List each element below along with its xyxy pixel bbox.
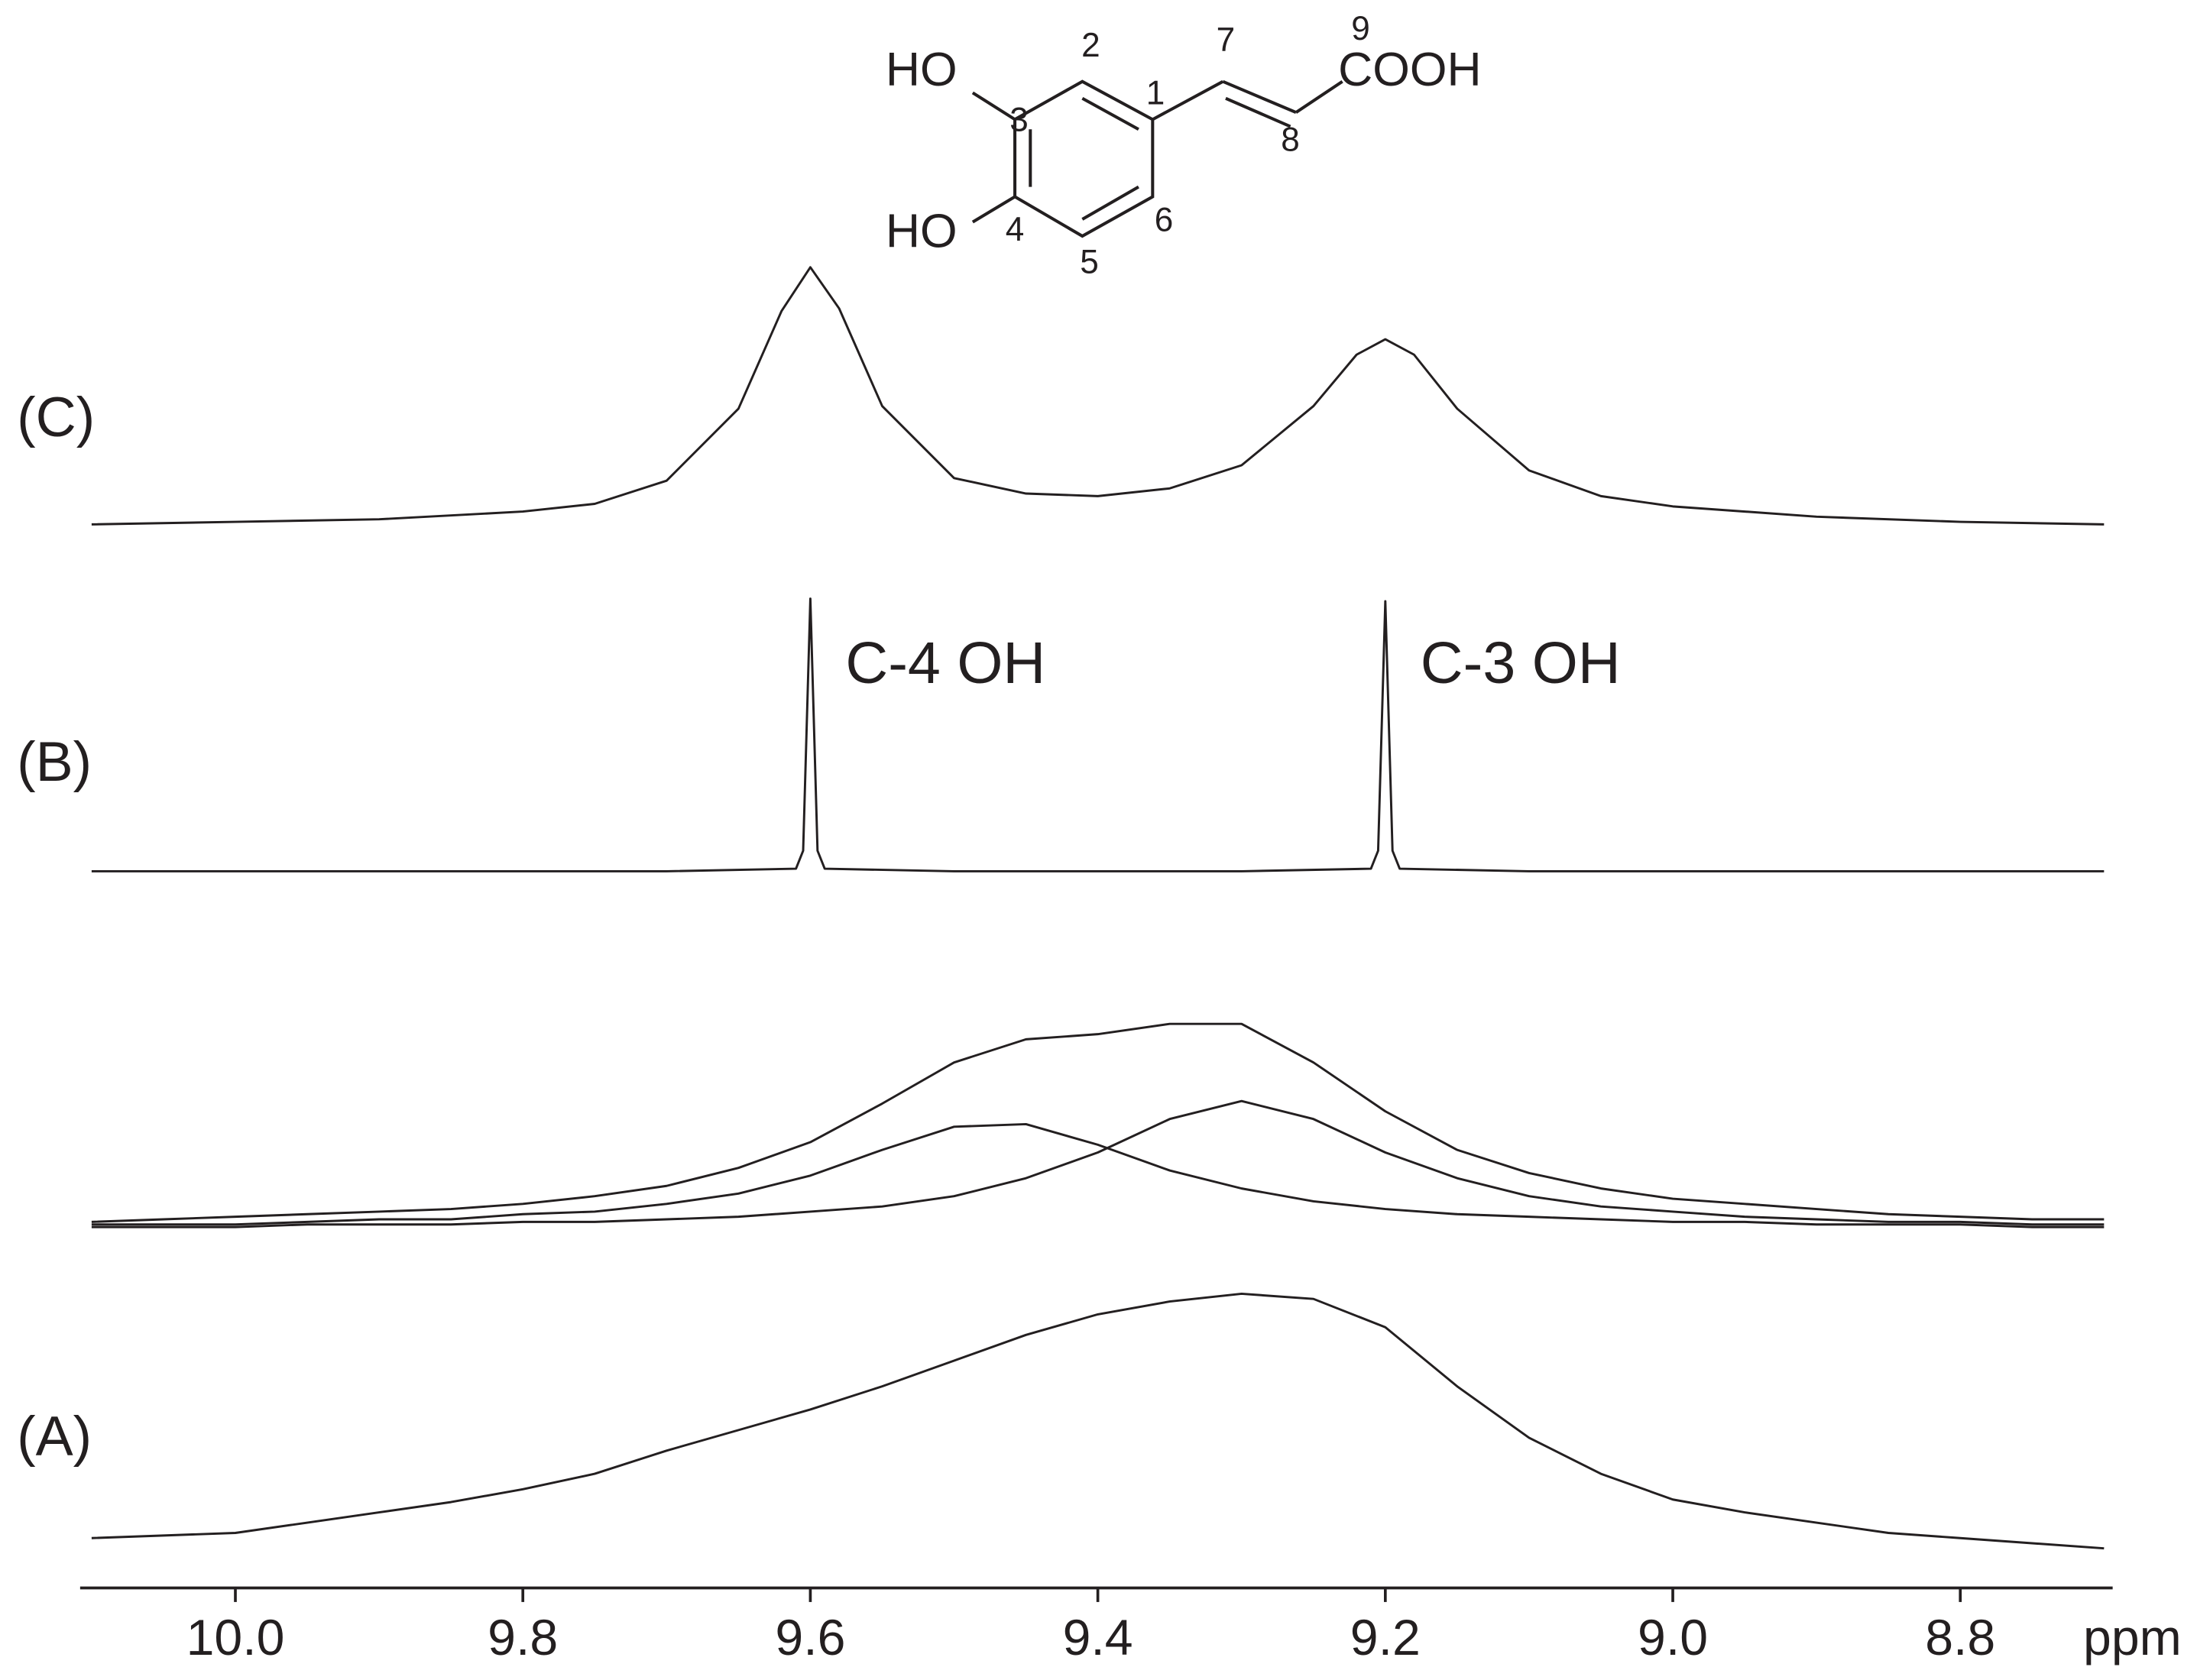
structure-label: 1 [1146,75,1165,112]
structure-label: 2 [1081,27,1100,64]
panel-label: (B) [17,730,92,793]
double-bond [1225,96,1291,128]
structure-label: 7 [1217,21,1236,59]
bond [971,91,1016,121]
spectrum-line [91,597,2105,872]
structure-label: 3 [1009,102,1029,139]
spectrum-line [91,1122,2105,1228]
structure-label: HO [886,43,958,96]
peak-annotation: C-3 OH [1421,630,1621,696]
bond [1295,80,1343,114]
structure-label: HO [886,205,958,258]
x-axis-label: ppm [2083,1610,2182,1666]
panel-label: (C) [17,385,95,448]
x-tick-label: 9.4 [1063,1610,1133,1666]
spectrum-line [91,1292,2105,1550]
bond [971,195,1016,224]
x-tick-label: 9.0 [1638,1610,1708,1666]
x-tick-label: 8.8 [1925,1610,1995,1666]
bond [1152,79,1224,121]
structure-label: COOH [1338,43,1482,96]
structure-label: 8 [1281,121,1300,158]
structure-bonds [971,79,1343,238]
structure-label: 6 [1155,201,1174,238]
double-bond [1081,185,1139,221]
benzene-ring [1013,79,1155,238]
spectrum-line [91,266,2105,526]
spectrum-line [91,1099,2105,1228]
structure-label: 4 [1006,211,1025,248]
spectrum-line [91,1022,2105,1223]
bond [1222,79,1297,115]
double-bond [1081,96,1139,131]
peak-annotation: C-4 OH [845,630,1045,696]
x-tick-label: 9.2 [1350,1610,1421,1666]
x-tick-label: 10.0 [186,1610,285,1666]
panel-label: (A) [17,1404,92,1468]
structure-label: 5 [1080,243,1099,280]
x-tick-label: 9.6 [775,1610,845,1666]
structure-label: 9 [1351,10,1370,47]
x-tick-label: 9.8 [488,1610,558,1666]
